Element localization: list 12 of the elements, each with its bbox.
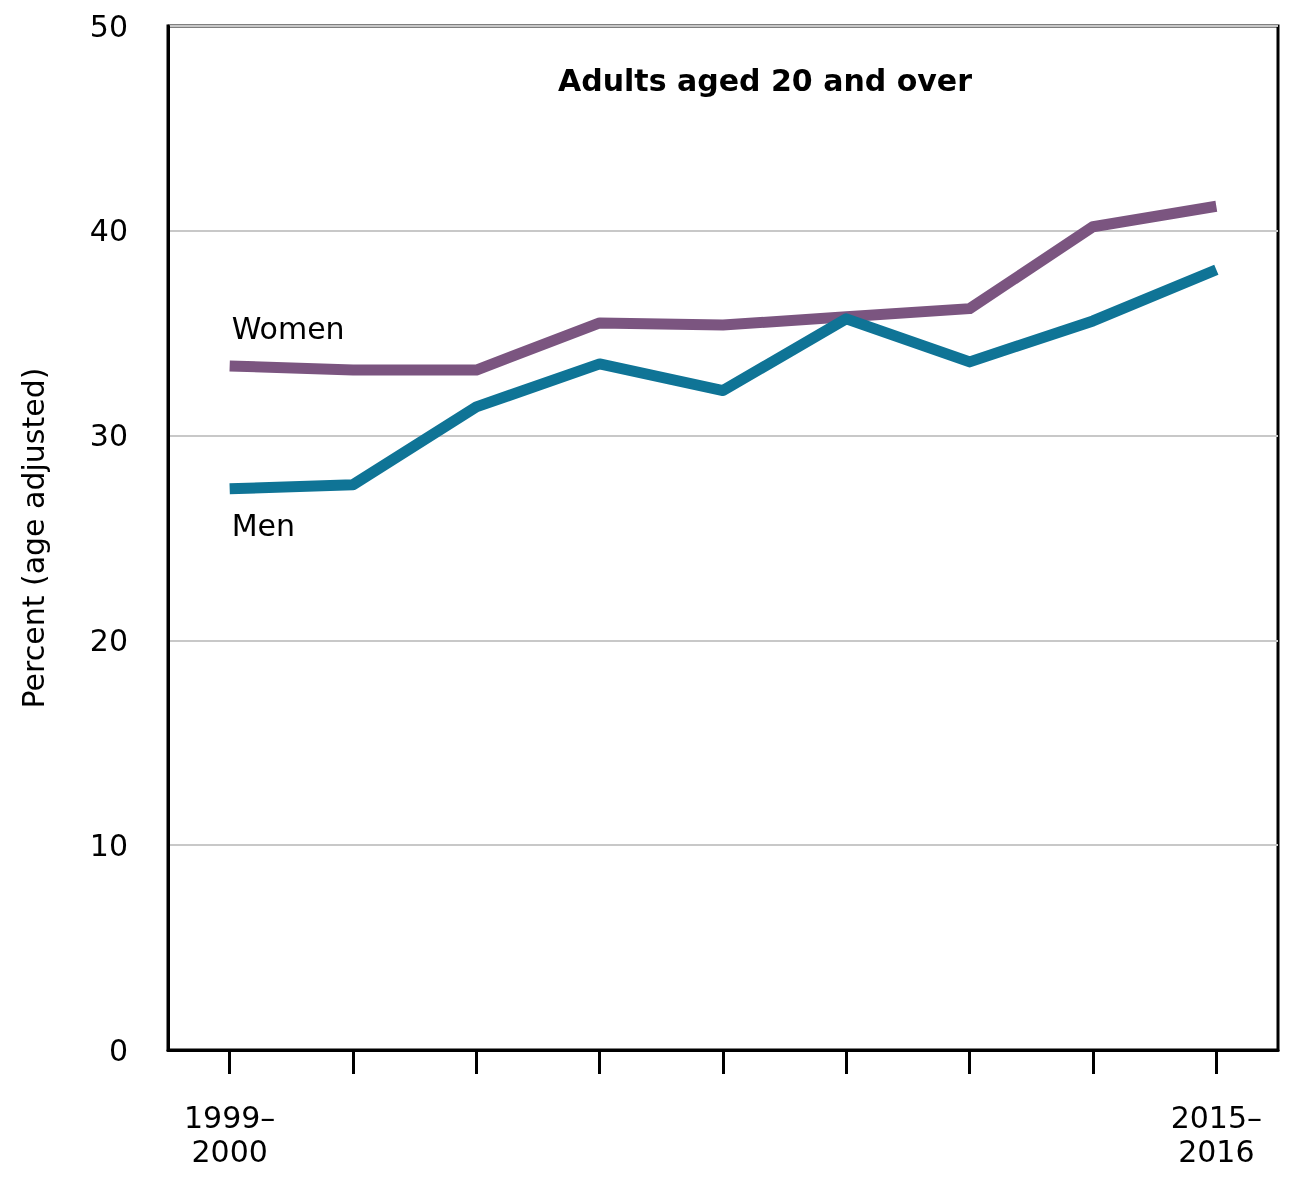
y-tick-label: 10 <box>89 827 128 863</box>
y-tick-label: 0 <box>108 1032 128 1068</box>
x-tick-label: 1999– 2000 <box>183 1099 276 1169</box>
x-tick-label: 2015– 2016 <box>1170 1099 1263 1169</box>
y-tick-label: 40 <box>89 213 128 249</box>
y-tick-label: 50 <box>89 8 128 44</box>
y-tick-label: 20 <box>89 622 128 658</box>
series-label: Women <box>231 311 345 347</box>
y-axis-title: Percent (age adjusted) <box>15 367 51 709</box>
text: Adults aged 20 and over <box>558 62 973 98</box>
series-label: Men <box>231 508 296 544</box>
y-tick-label: 30 <box>89 418 128 454</box>
